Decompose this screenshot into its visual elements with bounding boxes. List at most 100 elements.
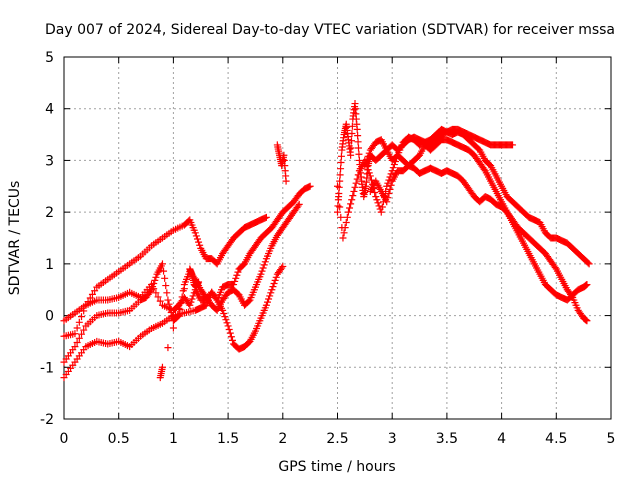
data-point: [346, 204, 354, 212]
data-point: [178, 293, 186, 301]
data-point: [353, 175, 361, 183]
x-tick-label: 0.5: [108, 431, 130, 447]
data-point: [164, 344, 172, 352]
data-point: [177, 299, 185, 307]
data-point: [335, 193, 343, 201]
chart-title: Day 007 of 2024, Sidereal Day-to-day VTE…: [45, 22, 615, 38]
data-point: [583, 317, 591, 325]
data-point: [279, 262, 287, 270]
data-point: [154, 293, 162, 301]
data-point: [387, 181, 395, 189]
data-point: [227, 333, 235, 341]
x-tick-label: 3.5: [436, 431, 458, 447]
data-point: [160, 267, 168, 275]
data-point: [91, 287, 99, 295]
data-point: [340, 229, 348, 237]
data-point: [584, 259, 592, 267]
data-point: [231, 277, 239, 285]
x-tick-label: 3: [388, 431, 397, 447]
x-tick-label: 5: [607, 431, 616, 447]
data-point: [262, 213, 270, 221]
data-point: [186, 301, 194, 309]
data-point: [162, 282, 170, 290]
data-point: [228, 336, 236, 344]
data-point: [355, 144, 363, 152]
data-point: [212, 295, 220, 303]
data-point: [294, 202, 302, 210]
data-point: [355, 150, 363, 158]
data-point: [337, 165, 345, 173]
data-point: [337, 158, 345, 166]
data-point: [375, 202, 383, 210]
data-point: [334, 202, 342, 210]
data-point: [195, 278, 203, 286]
data-point: [88, 290, 96, 298]
data-point: [348, 122, 356, 130]
data-point: [386, 185, 394, 193]
data-point: [161, 274, 169, 282]
data-point: [224, 322, 232, 330]
data-point: [364, 152, 372, 160]
data-point: [176, 305, 184, 313]
data-point: [367, 176, 375, 184]
series-arc-1: [60, 182, 314, 325]
data-point: [295, 200, 303, 208]
x-tick-label: 4.5: [545, 431, 567, 447]
data-point: [480, 165, 488, 173]
data-point: [383, 198, 391, 206]
x-axis-label: GPS time / hours: [278, 459, 395, 475]
data-point: [354, 132, 362, 140]
data-point: [233, 271, 241, 279]
series-arc-10: [361, 125, 593, 268]
data-point: [260, 261, 268, 269]
data-point: [282, 177, 290, 185]
data-point: [373, 196, 381, 204]
series-arc-5: [156, 265, 203, 382]
data-point: [387, 170, 395, 178]
data-point: [82, 301, 90, 309]
data-point: [551, 263, 559, 271]
series-arc-9: [366, 162, 591, 325]
data-point: [372, 193, 380, 201]
data-point: [390, 161, 398, 169]
x-tick-label: 0: [60, 431, 69, 447]
data-point: [341, 224, 349, 232]
y-tick-label: -1: [40, 360, 54, 376]
data-point: [80, 307, 88, 315]
data-point: [350, 187, 358, 195]
data-point: [389, 164, 397, 172]
data-point: [158, 260, 166, 268]
data-point: [385, 190, 393, 198]
data-point: [164, 296, 172, 304]
x-tick-label: 2.5: [326, 431, 348, 447]
data-point: [220, 310, 228, 318]
data-point: [225, 326, 233, 334]
data-point: [73, 324, 81, 332]
data-point: [384, 194, 392, 202]
data-point: [583, 281, 591, 289]
data-point: [336, 171, 344, 179]
data-point: [265, 295, 273, 303]
data-point: [226, 329, 234, 337]
data-point: [195, 238, 203, 246]
data-point: [339, 234, 347, 242]
data-point: [336, 177, 344, 185]
data-point: [364, 166, 372, 174]
data-point: [271, 276, 279, 284]
data-point: [167, 308, 175, 316]
data-point: [267, 289, 275, 297]
data-point: [232, 274, 240, 282]
data-point: [151, 276, 159, 284]
x-tick-label: 1.5: [217, 431, 239, 447]
data-point: [348, 196, 356, 204]
data-point: [80, 326, 88, 334]
data-point: [152, 273, 160, 281]
data-point: [223, 319, 231, 327]
y-tick-label: 3: [45, 153, 54, 169]
data-point: [73, 338, 81, 346]
y-tick-label: -2: [40, 412, 54, 428]
data-point: [383, 182, 391, 190]
data-point: [349, 192, 357, 200]
data-point: [78, 330, 86, 338]
data-point: [84, 298, 92, 306]
